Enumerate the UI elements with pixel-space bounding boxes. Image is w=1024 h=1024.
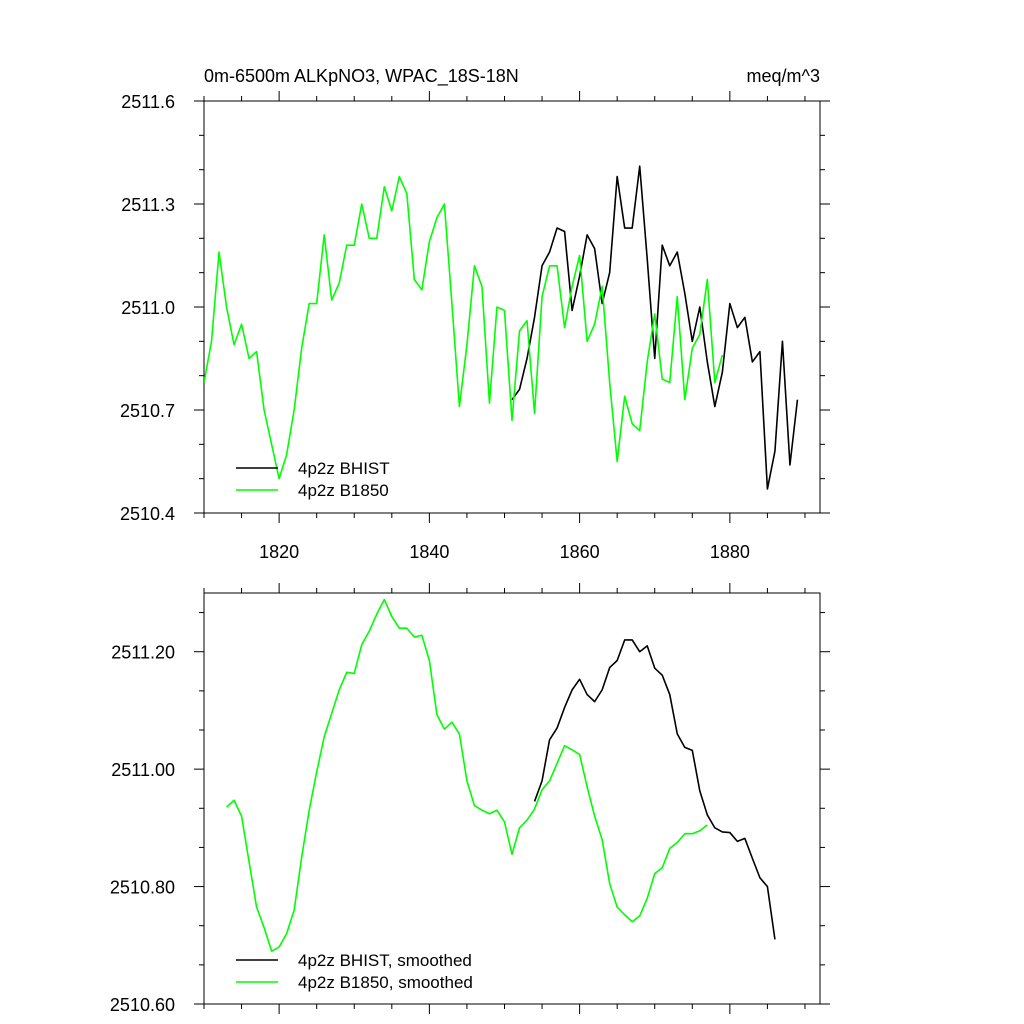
y-tick-label: 2511.20 xyxy=(111,643,175,663)
legend-label: 4p2z BHIST xyxy=(298,459,390,478)
legend-label: 4p2z B1850, smoothed xyxy=(298,973,473,992)
y-tick-label: 2510.60 xyxy=(110,995,175,1015)
plot-frame xyxy=(203,100,821,514)
x-tick-label: 1880 xyxy=(710,542,750,562)
y-tick-label: 2510.4 xyxy=(120,504,175,524)
units-label: meq/m^3 xyxy=(747,66,820,86)
legend-label: 4p2z B1850 xyxy=(298,481,389,500)
plot-frame xyxy=(203,592,821,1005)
y-tick-label: 2511.3 xyxy=(121,195,175,215)
series-line-bhist xyxy=(511,165,799,490)
legend-label: 4p2z BHIST, smoothed xyxy=(298,951,472,970)
chart-title: 0m-6500m ALKpNO3, WPAC_18S-18N xyxy=(204,66,519,87)
x-tick-label: 1840 xyxy=(409,542,449,562)
y-tick-label: 2511.0 xyxy=(121,298,175,318)
y-tick-label: 2510.7 xyxy=(120,401,175,421)
bottom-panel: 2510.60 2510.80 2511.00 2511.20 4p2z BHIST, … xyxy=(110,583,830,1015)
y-tick-label: 2511.00 xyxy=(111,760,175,780)
x-tick-label: 1820 xyxy=(259,542,299,562)
series-line-bhist xyxy=(533,639,776,940)
y-tick-label: 2510.80 xyxy=(110,878,175,898)
top-panel: 1820 1840 1860 1880 2510.4 2510.7 2511.0 2511.3… xyxy=(120,66,830,562)
series-line-b1850 xyxy=(204,175,724,480)
y-tick-label: 2511.6 xyxy=(121,92,175,112)
series-line-b1850 xyxy=(225,598,708,952)
x-tick-label: 1860 xyxy=(560,542,600,562)
